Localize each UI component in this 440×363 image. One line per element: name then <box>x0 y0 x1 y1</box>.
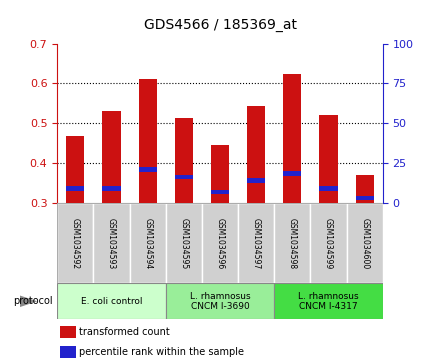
Bar <box>129 203 166 283</box>
Bar <box>274 203 311 283</box>
Bar <box>211 190 229 195</box>
Bar <box>202 203 238 283</box>
Text: L. rhamnosus
CNCM I-3690: L. rhamnosus CNCM I-3690 <box>190 291 250 311</box>
Bar <box>66 136 84 203</box>
Text: GSM1034593: GSM1034593 <box>107 217 116 269</box>
Polygon shape <box>20 295 37 307</box>
Bar <box>66 186 84 191</box>
Text: GSM1034598: GSM1034598 <box>288 218 297 269</box>
Bar <box>319 186 337 191</box>
Bar <box>347 203 383 283</box>
Text: GSM1034597: GSM1034597 <box>252 217 260 269</box>
Text: percentile rank within the sample: percentile rank within the sample <box>79 347 244 357</box>
Text: GSM1034599: GSM1034599 <box>324 217 333 269</box>
Text: protocol: protocol <box>13 296 53 306</box>
Bar <box>247 106 265 203</box>
Text: E. coli control: E. coli control <box>81 297 142 306</box>
Bar <box>274 283 383 319</box>
Bar <box>283 73 301 203</box>
Bar <box>175 175 193 179</box>
Bar <box>238 203 274 283</box>
Text: GSM1034595: GSM1034595 <box>180 217 188 269</box>
Bar <box>283 171 301 176</box>
Bar <box>175 118 193 203</box>
Bar <box>60 326 76 339</box>
Text: GDS4566 / 185369_at: GDS4566 / 185369_at <box>143 18 297 32</box>
Bar <box>139 79 157 203</box>
Bar <box>93 203 129 283</box>
Bar <box>60 346 76 359</box>
Text: GSM1034594: GSM1034594 <box>143 217 152 269</box>
Bar <box>166 283 274 319</box>
Text: GSM1034596: GSM1034596 <box>216 217 224 269</box>
Bar <box>139 167 157 172</box>
Bar <box>311 203 347 283</box>
Bar <box>319 115 337 203</box>
Text: GSM1034600: GSM1034600 <box>360 217 369 269</box>
Bar <box>211 145 229 203</box>
Text: GSM1034592: GSM1034592 <box>71 218 80 269</box>
Bar <box>57 203 93 283</box>
Bar <box>356 196 374 200</box>
Bar <box>103 111 121 203</box>
Bar <box>356 175 374 203</box>
Text: transformed count: transformed count <box>79 327 169 337</box>
Bar <box>247 178 265 183</box>
Text: L. rhamnosus
CNCM I-4317: L. rhamnosus CNCM I-4317 <box>298 291 359 311</box>
Bar <box>103 186 121 191</box>
Bar <box>57 283 166 319</box>
Bar <box>166 203 202 283</box>
